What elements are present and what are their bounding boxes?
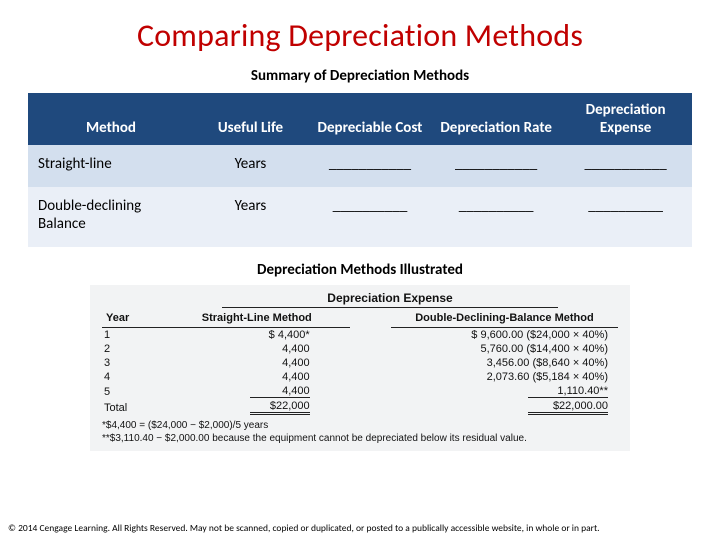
col-rate: Depreciation Rate — [433, 93, 559, 145]
ill-year: 3 — [102, 356, 164, 370]
ill-sl: 4,400 — [164, 384, 350, 399]
illustrated-heading: Depreciation Expense — [222, 291, 558, 308]
cell-exp: ___________ — [559, 145, 692, 187]
footnote-2: **$3,110.40 − $2,000.00 because the equi… — [102, 433, 618, 446]
copyright: © 2014 Cengage Learning. All Rights Rese… — [8, 522, 712, 534]
cell-method: Straight-line — [28, 145, 194, 187]
col-exp: Depreciation Expense — [559, 93, 692, 145]
ill-year: 1 — [102, 328, 164, 343]
ill-row: 2 4,400 5,760.00 ($14,400 × 40%) — [102, 342, 618, 356]
footnotes: *$4,400 = ($24,000 − $2,000)/5 years **$… — [102, 420, 618, 445]
ill-year: 4 — [102, 370, 164, 384]
ill-col-ddb: Double-Declining-Balance Method — [391, 310, 618, 328]
ill-sl: 4,400 — [164, 342, 350, 356]
cell-rate: __________ — [433, 187, 559, 247]
cell-method: Double-declining Balance — [28, 187, 194, 247]
ill-sl: 4,400 — [164, 370, 350, 384]
cell-life: Years — [194, 187, 307, 247]
cell-life: Years — [194, 145, 307, 187]
cell-cost: __________ — [307, 187, 433, 247]
ill-year: 2 — [102, 342, 164, 356]
ill-row: 5 4,400 1,110.40** — [102, 384, 618, 399]
cell-rate: ___________ — [433, 145, 559, 187]
col-life: Useful Life — [194, 93, 307, 145]
ill-col-year: Year — [102, 310, 164, 328]
ill-total-label: Total — [102, 399, 164, 416]
table-row: Double-declining Balance Years _________… — [28, 187, 692, 247]
illustrated-table: Year Straight-Line Method Double-Declini… — [102, 310, 618, 416]
col-method: Method — [28, 93, 194, 145]
ill-row: 1 $ 4,400* $ 9,600.00 ($24,000 × 40%) — [102, 328, 618, 343]
col-cost: Depreciable Cost — [307, 93, 433, 145]
ill-ddb: 1,110.40** — [391, 384, 618, 399]
ill-total-row: Total $22,000 $22,000.00 — [102, 399, 618, 416]
ill-ddb: $ 9,600.00 ($24,000 × 40%) — [391, 328, 618, 343]
ill-row: 3 4,400 3,456.00 ($8,640 × 40%) — [102, 356, 618, 370]
cell-cost: ___________ — [307, 145, 433, 187]
ill-col-sl: Straight-Line Method — [164, 310, 350, 328]
page-title: Comparing Depreciation Methods — [28, 16, 692, 55]
illustrated-caption: Depreciation Methods Illustrated — [28, 261, 692, 279]
ill-total-sl: $22,000 — [164, 399, 350, 416]
ill-sl: $ 4,400* — [164, 328, 350, 343]
cell-exp: __________ — [559, 187, 692, 247]
summary-table: Method Useful Life Depreciable Cost Depr… — [28, 93, 692, 247]
footnote-1: *$4,400 = ($24,000 − $2,000)/5 years — [102, 420, 618, 433]
ill-total-ddb: $22,000.00 — [391, 399, 618, 416]
table-row: Straight-line Years ___________ ________… — [28, 145, 692, 187]
ill-ddb: 2,073.60 ($5,184 × 40%) — [391, 370, 618, 384]
ill-year: 5 — [102, 384, 164, 399]
illustrated-box: Depreciation Expense Year Straight-Line … — [90, 285, 630, 451]
summary-caption: Summary of Depreciation Methods — [28, 67, 692, 85]
spacer — [350, 310, 391, 328]
ill-row: 4 4,400 2,073.60 ($5,184 × 40%) — [102, 370, 618, 384]
ill-ddb: 5,760.00 ($14,400 × 40%) — [391, 342, 618, 356]
ill-ddb: 3,456.00 ($8,640 × 40%) — [391, 356, 618, 370]
ill-sl: 4,400 — [164, 356, 350, 370]
